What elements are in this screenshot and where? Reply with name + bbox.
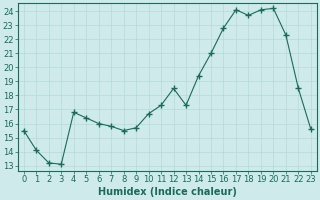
X-axis label: Humidex (Indice chaleur): Humidex (Indice chaleur) — [98, 187, 237, 197]
